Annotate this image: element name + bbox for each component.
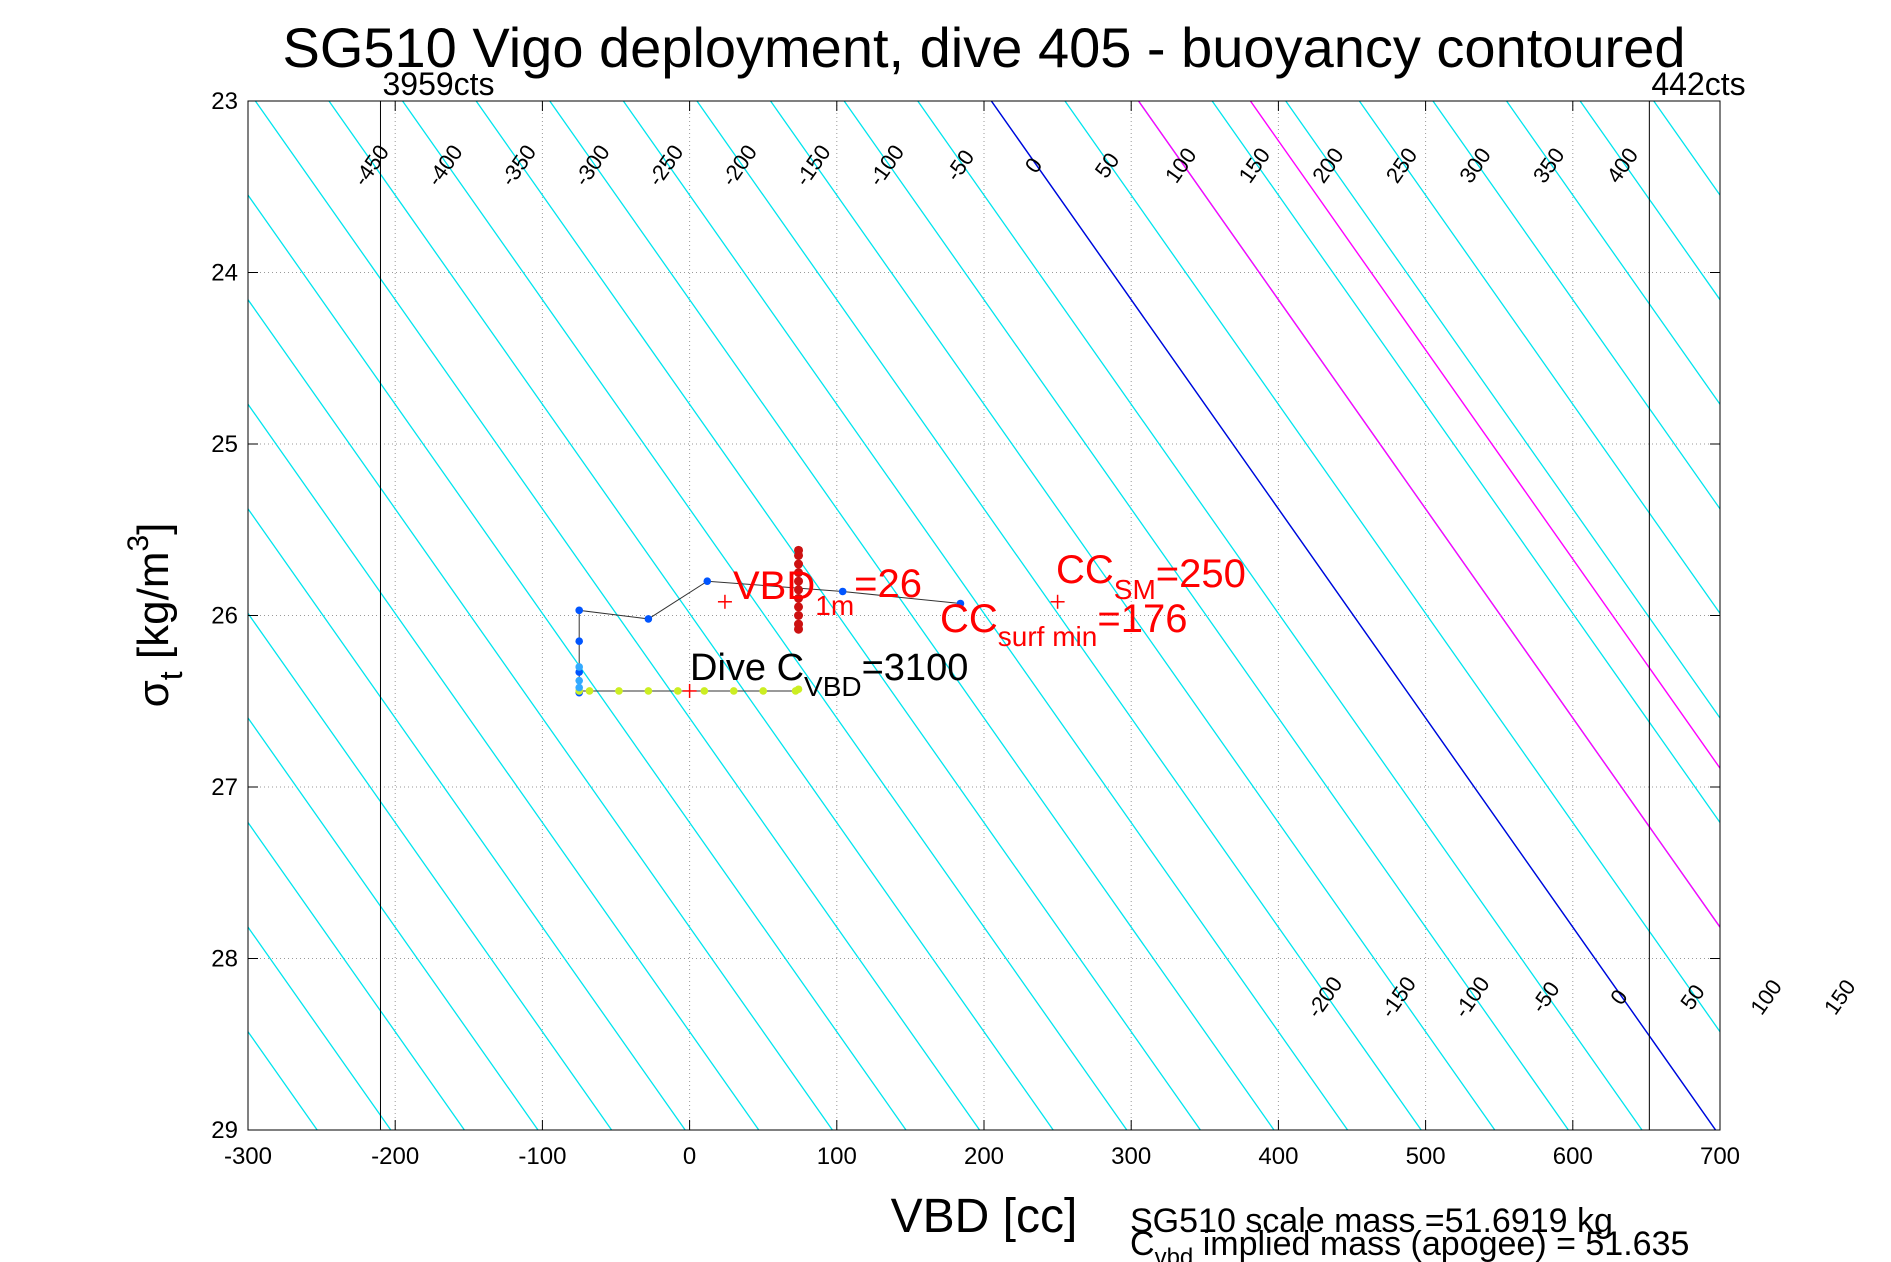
y-tick-label: 26 bbox=[211, 603, 238, 630]
buoyancy-contour-line bbox=[1432, 101, 1720, 510]
buoyancy-contour-line bbox=[248, 507, 686, 1130]
buoyancy-contours bbox=[0, 101, 1891, 1130]
buoyancy-contour-line bbox=[248, 193, 907, 1130]
data-point bbox=[575, 606, 583, 615]
data-point bbox=[794, 550, 804, 560]
data-point bbox=[838, 587, 847, 596]
y-tick-label: 28 bbox=[211, 946, 238, 973]
data-point bbox=[794, 568, 804, 578]
x-tick-label: 500 bbox=[1406, 1143, 1446, 1170]
buoyancy-contour-line bbox=[402, 101, 1128, 1130]
x-axis-label: VBD [cc] bbox=[891, 1190, 1078, 1243]
buoyancy-contour-line bbox=[917, 101, 1643, 1130]
scale-mass-note: SG510 scale mass =51.6919 kg bbox=[1130, 1202, 1613, 1240]
buoyancy-contour-line bbox=[1579, 101, 1720, 301]
buoyancy-contour-line bbox=[328, 101, 1054, 1130]
y-tick-label: 24 bbox=[211, 260, 238, 287]
x-tick-label: 0 bbox=[683, 1143, 696, 1170]
cc-sm-annotation: CCSM=250 bbox=[1056, 548, 1246, 605]
data-point bbox=[674, 687, 682, 695]
buoyancy-contour-line bbox=[1727, 101, 1891, 1130]
data-point bbox=[759, 687, 767, 695]
y-tick-label: 27 bbox=[211, 774, 238, 801]
y-tick-label: 25 bbox=[211, 431, 238, 458]
buoyancy-contour-line bbox=[1064, 101, 1720, 1033]
data-point bbox=[644, 615, 653, 623]
data-point bbox=[703, 577, 712, 585]
data-point bbox=[956, 599, 965, 608]
data-point bbox=[794, 602, 804, 612]
buoyancy-contour-line bbox=[622, 101, 1349, 1130]
y-axis-label: σt [kg/m3] bbox=[122, 523, 189, 708]
data-point bbox=[794, 593, 804, 603]
buoyancy-contour-line bbox=[696, 101, 1422, 1130]
chart-title: SG510 Vigo deployment, dive 405 - buoyan… bbox=[282, 16, 1685, 79]
buoyancy-contour-line bbox=[1285, 101, 1720, 720]
buoyancy-contour-line bbox=[248, 716, 539, 1130]
buoyancy-contour-line bbox=[248, 925, 392, 1130]
x-tick-label: -200 bbox=[371, 1143, 419, 1170]
dive-c-vbd-annotation: Dive CVBD=3100 bbox=[690, 647, 968, 702]
data-point bbox=[794, 685, 803, 694]
buoyancy-contour-line bbox=[549, 101, 1275, 1130]
data-point bbox=[575, 663, 583, 671]
grid bbox=[248, 101, 1720, 1130]
x-tick-label: 600 bbox=[1553, 1143, 1593, 1170]
x-tick-label: 700 bbox=[1700, 1143, 1740, 1170]
data-point bbox=[794, 559, 804, 569]
vertical-reference-lines: 3959cts 442cts bbox=[379, 66, 1746, 1130]
x-tick-label: 400 bbox=[1258, 1143, 1298, 1170]
data-point bbox=[794, 585, 804, 595]
buoyancy-contour-line bbox=[843, 101, 1569, 1130]
highlight-contour-line bbox=[990, 101, 1717, 1130]
markers bbox=[682, 594, 1065, 698]
x-tick-label: -100 bbox=[518, 1143, 566, 1170]
count-limit-label: 442cts bbox=[1651, 66, 1745, 102]
x-tick-label: 100 bbox=[817, 1143, 857, 1170]
contour-label: 150 bbox=[1819, 975, 1861, 1019]
axis-ticks: -300 -200 -100 0 100 200 300 400 500 600 700 23 24 25… bbox=[211, 88, 1740, 1170]
buoyancy-contour-line bbox=[1211, 101, 1720, 824]
cc-surf-min-annotation: CCsurf min=176 bbox=[940, 597, 1187, 652]
x-tick-label: 300 bbox=[1111, 1143, 1151, 1170]
data-point bbox=[575, 637, 583, 646]
data-point bbox=[615, 687, 623, 695]
buoyancy-contour-line bbox=[248, 403, 760, 1130]
highlight-contour-line bbox=[1137, 101, 1720, 929]
highlight-contour-line bbox=[1249, 101, 1720, 770]
data-point bbox=[700, 687, 709, 695]
contour-label: 100 bbox=[1745, 975, 1787, 1019]
y-tick-label: 29 bbox=[211, 1117, 238, 1144]
y-tick-label: 23 bbox=[211, 88, 238, 115]
data-point bbox=[794, 624, 804, 634]
buoyancy-contour-line bbox=[475, 101, 1201, 1130]
buoyancy-contour-line bbox=[1506, 101, 1720, 406]
data-series bbox=[575, 545, 965, 697]
buoyancy-contour-line bbox=[248, 821, 465, 1130]
vbd-1m-annotation: VBD1m=26 bbox=[733, 562, 922, 621]
buoyancy-contour-line bbox=[248, 298, 833, 1130]
x-tick-label: 200 bbox=[964, 1143, 1004, 1170]
buoyancy-contour-line bbox=[1358, 101, 1720, 615]
data-point bbox=[794, 576, 804, 586]
buoyancy-contour-line bbox=[0, 101, 244, 1130]
data-point bbox=[644, 687, 653, 695]
data-point bbox=[575, 676, 583, 685]
count-limit-label: 3959cts bbox=[382, 66, 494, 102]
data-point bbox=[575, 683, 583, 692]
data-point bbox=[729, 687, 738, 695]
data-point bbox=[585, 687, 594, 695]
data-point bbox=[794, 611, 804, 620]
implied-mass-note: Cvbd implied mass (apogee) = 51.635 bbox=[1130, 1225, 1689, 1262]
buoyancy-contour-line bbox=[770, 101, 1496, 1130]
x-tick-label: -300 bbox=[224, 1143, 272, 1170]
